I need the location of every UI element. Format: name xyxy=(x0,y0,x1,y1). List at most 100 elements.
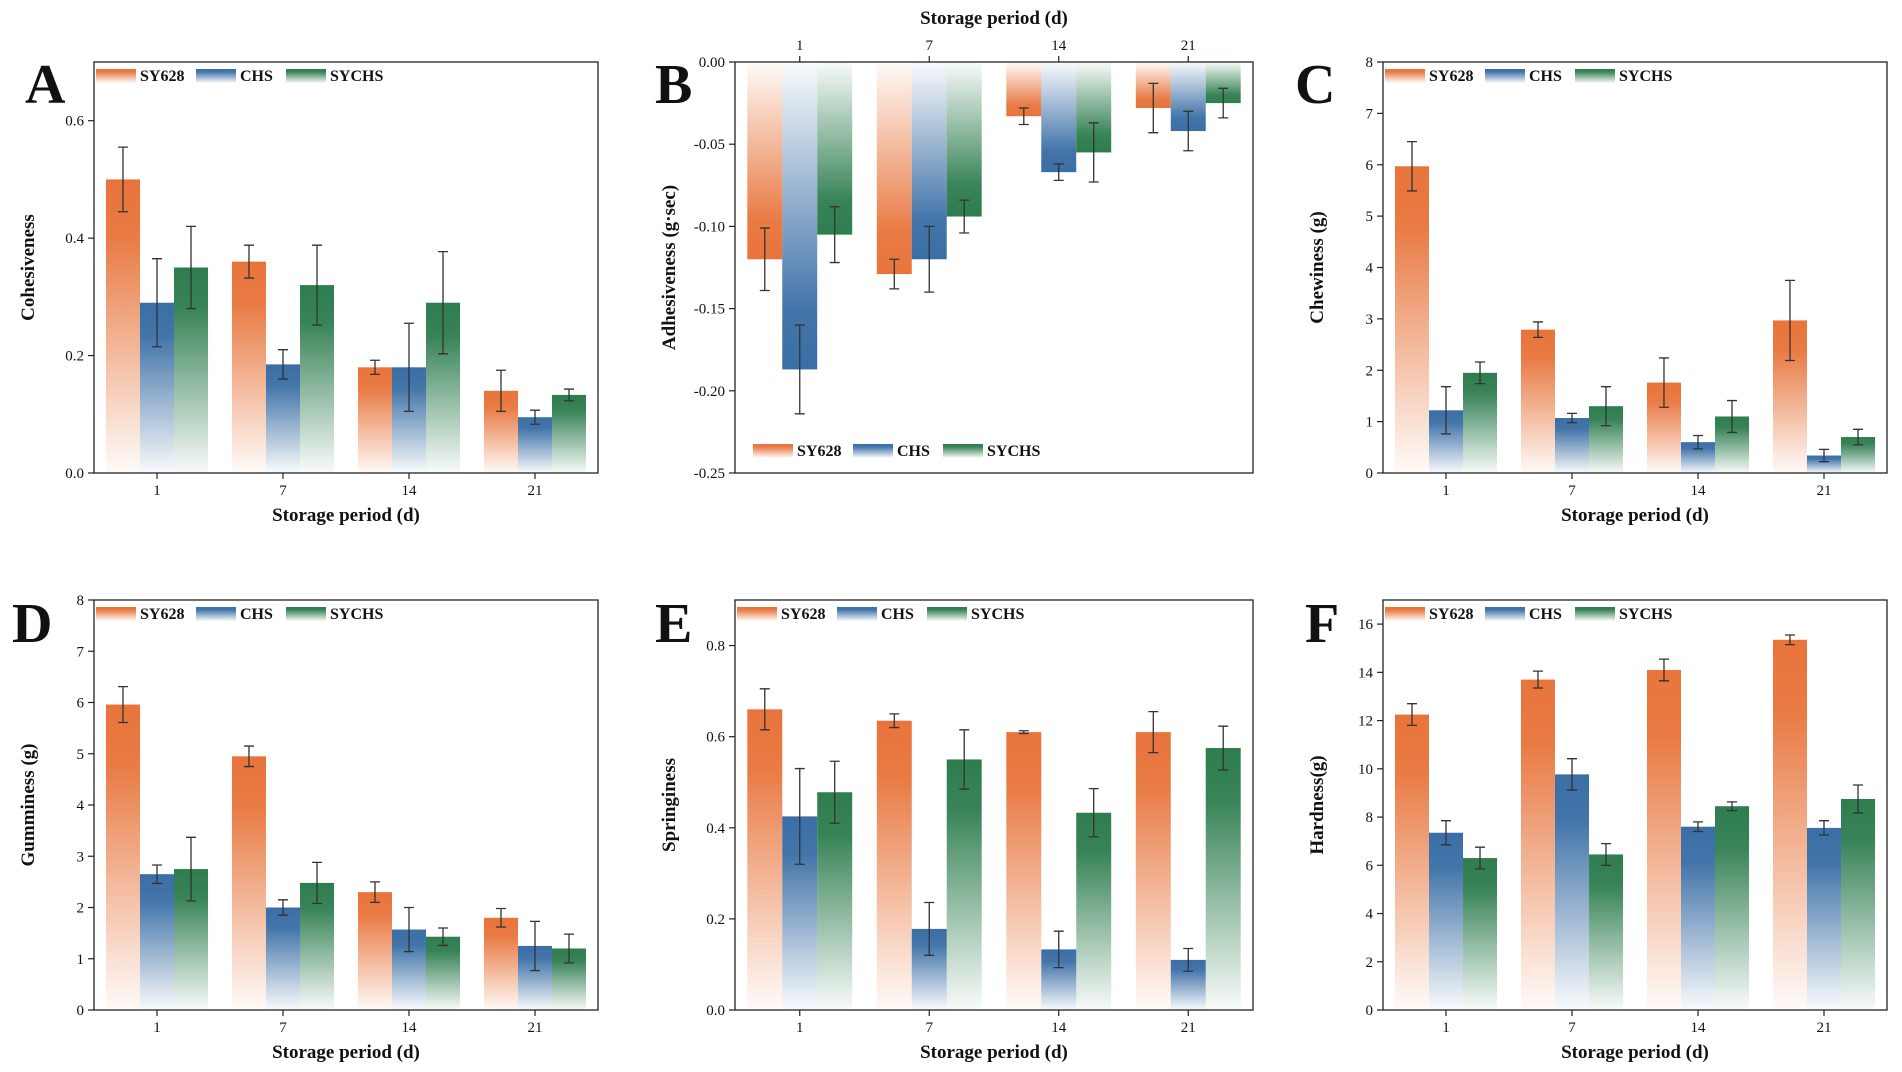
bar-d-sychs-7 xyxy=(300,882,335,1010)
x-axis-label-b: Storage period (d) xyxy=(920,8,1068,29)
x-tick-label-a-1: 1 xyxy=(153,483,161,499)
error-bar-e-chs-1 xyxy=(794,767,805,865)
bar-f-sychs-1 xyxy=(1463,858,1498,1010)
error-bar-f-sychs-1 xyxy=(1475,846,1486,870)
bar-f-sy628-21 xyxy=(1772,639,1807,1010)
y-tick-label-c-2: 2 xyxy=(1366,363,1374,379)
x-axis-label-c: Storage period (d) xyxy=(1561,505,1709,526)
y-axis-label-d: Gumminess (g) xyxy=(18,744,39,867)
x-tick-label-d-7: 7 xyxy=(279,1020,287,1036)
y-tick-label-d-1: 1 xyxy=(77,952,85,968)
error-bar-b-sychs-21 xyxy=(1218,87,1229,119)
error-bar-f-chs-21 xyxy=(1819,820,1829,836)
error-bar-b-sy628-14 xyxy=(1018,107,1029,126)
legend-label-e-sychs: SYCHS xyxy=(971,606,1024,623)
bar-a-sy628-7 xyxy=(231,261,266,473)
error-bar-a-sy628-1 xyxy=(117,146,128,213)
bar-c-sychs-1 xyxy=(1463,372,1498,473)
panel-letter-a: A xyxy=(25,54,66,116)
y-tick-label-c-4: 4 xyxy=(1366,261,1374,277)
bar-f-sy628-1 xyxy=(1394,714,1429,1010)
y-tick-label-d-4: 4 xyxy=(77,798,85,814)
y-tick-label-f-6: 12 xyxy=(1358,714,1373,730)
error-bar-c-sychs-21 xyxy=(1853,428,1864,446)
error-bar-c-sychs-14 xyxy=(1727,399,1738,434)
error-bar-a-chs-7 xyxy=(278,349,288,380)
error-bar-c-sy628-21 xyxy=(1784,279,1795,362)
legend-swatch-d-chs xyxy=(196,607,236,621)
x-tick-label-c-7: 7 xyxy=(1568,483,1576,499)
legend-label-f-sy628: SY628 xyxy=(1429,606,1473,623)
bar-e-sychs-21 xyxy=(1205,748,1241,1010)
legend-label-c-sy628: SY628 xyxy=(1429,68,1473,85)
legend-label-a-chs: CHS xyxy=(240,68,273,85)
error-bar-c-chs-1 xyxy=(1441,386,1451,435)
x-tick-label-f-7: 7 xyxy=(1568,1020,1576,1036)
bar-b-sy628-7 xyxy=(876,62,912,275)
error-bar-a-chs-14 xyxy=(404,322,414,412)
error-bar-c-sy628-1 xyxy=(1406,140,1417,192)
y-tick-label-d-8: 8 xyxy=(77,593,85,609)
legend-label-b-sychs: SYCHS xyxy=(987,443,1040,460)
y-tick-label-c-0: 0 xyxy=(1366,466,1374,482)
legend-label-d-chs: CHS xyxy=(240,606,273,623)
y-tick-label-d-3: 3 xyxy=(77,849,85,865)
bar-a-chs-21 xyxy=(517,417,553,473)
legend-swatch-d-sychs xyxy=(286,607,326,621)
plot-frame-a xyxy=(93,61,599,474)
error-bar-e-chs-21 xyxy=(1183,947,1194,972)
legend-swatch-b-sychs xyxy=(943,444,983,458)
error-bar-d-sychs-7 xyxy=(312,861,323,905)
y-tick-label-f-5: 10 xyxy=(1358,762,1373,778)
bar-c-chs-7 xyxy=(1554,418,1590,473)
bar-d-sy628-14 xyxy=(357,892,392,1010)
error-bar-d-sy628-7 xyxy=(243,745,254,768)
plot-frame-b xyxy=(734,61,1254,474)
panel-letter-b: B xyxy=(655,54,692,116)
error-bar-f-sy628-14 xyxy=(1658,658,1669,682)
error-bar-e-sychs-21 xyxy=(1218,725,1229,771)
y-tick-label-e-2: 0.4 xyxy=(706,821,725,837)
y-tick-label-f-7: 14 xyxy=(1358,665,1374,681)
y-tick-label-f-3: 6 xyxy=(1366,858,1374,874)
error-bar-b-sychs-1 xyxy=(829,206,840,264)
error-bar-b-sy628-7 xyxy=(889,258,900,290)
x-tick-label-e-7: 7 xyxy=(926,1020,934,1036)
error-bar-c-sy628-14 xyxy=(1658,357,1669,408)
error-bar-e-sychs-7 xyxy=(959,729,970,790)
bar-e-sychs-7 xyxy=(946,759,982,1010)
bar-c-sy628-1 xyxy=(1394,166,1429,473)
y-tick-label-c-1: 1 xyxy=(1366,415,1374,431)
legend-swatch-d-sy628 xyxy=(96,607,136,621)
legend-swatch-a-sy628 xyxy=(96,69,136,83)
error-bar-c-sychs-7 xyxy=(1601,386,1612,427)
x-tick-label-f-1: 1 xyxy=(1442,1020,1450,1036)
error-bar-c-chs-7 xyxy=(1567,412,1577,424)
bar-d-sy628-21 xyxy=(483,917,518,1010)
y-tick-label-b-5: -0.25 xyxy=(694,466,725,482)
y-tick-label-f-4: 8 xyxy=(1366,810,1374,826)
bar-c-sy628-7 xyxy=(1520,329,1555,473)
error-bar-e-sy628-14 xyxy=(1018,730,1029,735)
legend-swatch-c-sychs xyxy=(1575,69,1615,83)
legend-label-f-chs: CHS xyxy=(1529,606,1562,623)
error-bar-f-sy628-7 xyxy=(1532,670,1543,689)
y-tick-label-b-4: -0.20 xyxy=(694,384,725,400)
error-bar-a-sy628-21 xyxy=(495,369,506,412)
error-bar-a-chs-21 xyxy=(530,409,540,425)
x-tick-label-f-14: 14 xyxy=(1691,1020,1707,1036)
y-tick-label-d-5: 5 xyxy=(77,747,85,763)
error-bar-b-chs-14 xyxy=(1053,163,1064,182)
bar-c-chs-21 xyxy=(1806,455,1842,473)
error-bar-e-sychs-1 xyxy=(829,760,840,824)
y-tick-label-c-3: 3 xyxy=(1366,312,1374,328)
legend-swatch-e-sy628 xyxy=(737,607,777,621)
legend-label-f-sychs: SYCHS xyxy=(1619,606,1672,623)
panel-b: B 0.00 -0.05 -0.10 -0.15 -0.20 -0.25 1 7 14 21 Stor… xyxy=(655,8,1254,482)
panel-a: A 0.0 0.2 0.4 0.6 1 7 14 21 Storage period (d) Coh… xyxy=(18,54,599,526)
bar-f-chs-1 xyxy=(1428,832,1464,1010)
error-bar-d-sychs-21 xyxy=(564,933,575,964)
bar-f-chs-14 xyxy=(1680,826,1716,1010)
error-bar-f-sy628-21 xyxy=(1784,634,1795,646)
